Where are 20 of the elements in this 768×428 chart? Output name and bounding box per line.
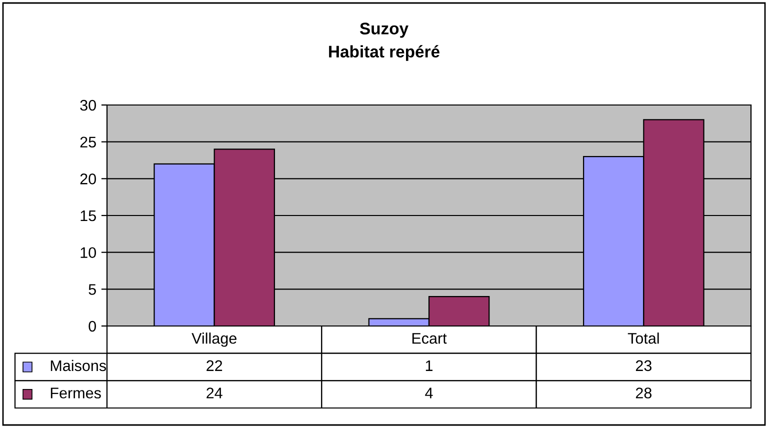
data-label: 4 — [425, 388, 433, 398]
chart-title: Suzoy — [360, 22, 408, 38]
data-label: 22 — [206, 360, 222, 371]
legend-label: Fermes — [50, 388, 101, 398]
data-label: 1 — [426, 360, 433, 371]
data-label: 24 — [206, 388, 222, 398]
y-tick-label: 25 — [80, 136, 96, 148]
legend-label: Maisons — [50, 360, 106, 372]
y-tick-label: 0 — [88, 320, 96, 332]
y-tick-label: 5 — [88, 284, 96, 295]
x-tick-label: Total — [628, 332, 659, 344]
y-tick-label: 30 — [80, 100, 96, 111]
y-tick-label: 10 — [80, 247, 96, 258]
x-tick-label: Ecart — [412, 333, 447, 344]
chart-subtitle: Habitat repéré — [329, 45, 440, 61]
data-label: 23 — [636, 360, 652, 372]
y-tick-label: 20 — [80, 174, 96, 184]
data-label: 28 — [636, 388, 652, 398]
y-tick-label: 15 — [80, 210, 96, 222]
x-tick-label: Village — [192, 332, 236, 347]
